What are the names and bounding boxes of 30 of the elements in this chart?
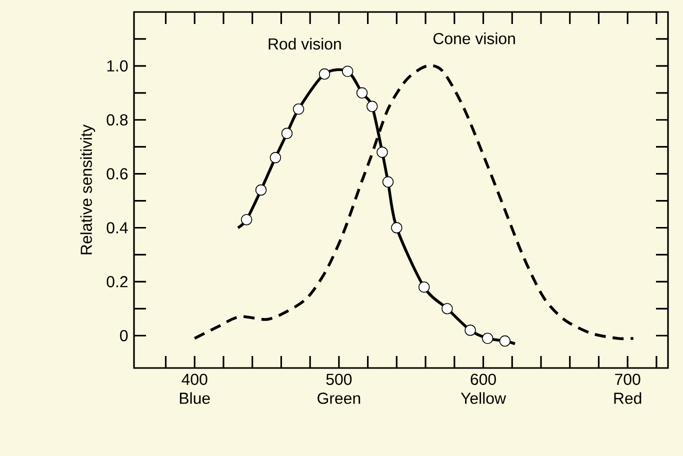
point [270, 152, 282, 164]
point [499, 335, 511, 347]
point [292, 103, 304, 115]
point [464, 324, 476, 336]
point [240, 214, 252, 226]
point [366, 100, 378, 112]
point [281, 128, 293, 139]
x-tick-label: 600 Yellow [460, 374, 506, 404]
point [318, 68, 330, 80]
y-tick-label: 0.4 [106, 222, 128, 234]
y-tick-label: 1.0 [107, 60, 128, 72]
point [255, 184, 267, 196]
y-tick-label: 0.6 [106, 168, 128, 180]
point [442, 303, 453, 314]
x-tick-label: 500 Green [318, 374, 360, 404]
point [482, 332, 494, 344]
y-tick-label: 0.8 [106, 114, 128, 126]
y-tick-label: 0.2 [106, 276, 128, 288]
point [356, 87, 368, 99]
y-tick-label: 0 [120, 330, 128, 342]
annotation: Cone vision [434, 32, 515, 44]
point [391, 222, 402, 234]
point [342, 66, 354, 77]
point [376, 146, 388, 158]
point [382, 176, 394, 188]
annotation: Rod vision [268, 38, 341, 50]
point [418, 281, 430, 293]
y-axis-title: Relative sensitivity [80, 124, 96, 254]
x-tick-label: 700 Red [614, 374, 642, 404]
x-tick-label: 400 Blue [180, 374, 210, 404]
